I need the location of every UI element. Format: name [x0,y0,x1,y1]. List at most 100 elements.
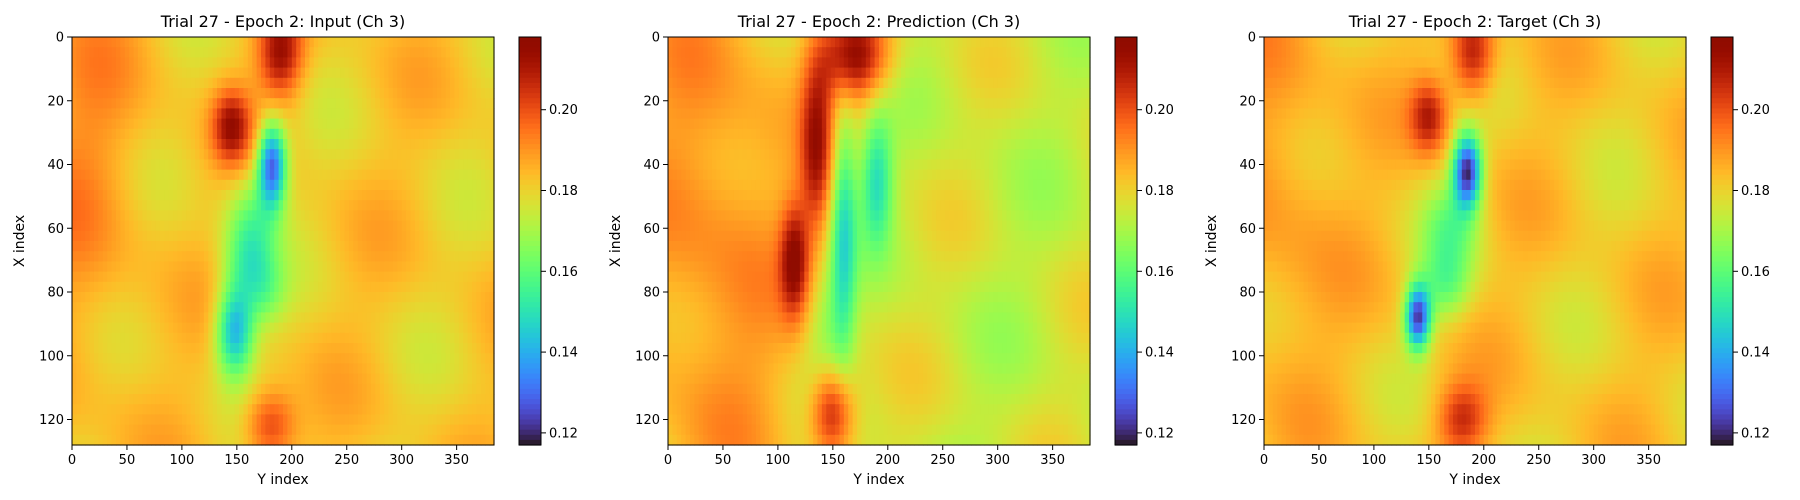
heatmap-cell [922,37,928,48]
heatmap-cell [142,47,148,58]
heatmap-cell [366,241,372,252]
heatmap-cell [265,77,271,89]
heatmap-cell [795,88,801,99]
heatmap-cell [707,139,713,150]
heatmap-cell [181,404,187,415]
heatmap-cell [971,47,977,58]
heatmap-cell [432,159,438,171]
heatmap-cell [441,363,447,375]
heatmap-cell [432,261,438,273]
heatmap-cell [129,128,135,140]
heatmap-cell [966,77,972,89]
heatmap-cell [225,210,231,222]
heatmap-cell [362,200,368,211]
heatmap-cell [164,220,170,232]
heatmap-cell [777,118,783,130]
heatmap-cell [168,424,174,436]
heatmap-cell [265,139,271,150]
heatmap-cell [80,57,86,69]
heatmap-cell [927,88,933,99]
heatmap-cell [1081,77,1087,89]
heatmap-cell [698,108,704,120]
heatmap-cell [366,57,372,69]
heatmap-cell [397,77,403,89]
heatmap-cell [454,57,460,69]
heatmap-cell [173,37,179,48]
heatmap-cell [463,404,469,415]
heatmap-cell [102,88,108,99]
heatmap-cell [283,179,288,191]
heatmap-cell [392,139,398,150]
heatmap-cell [129,251,135,262]
heatmap-cell [177,200,183,211]
heatmap-cell [472,424,478,436]
heatmap-cell [208,302,214,313]
heatmap-cell [195,271,201,283]
heatmap-cell [450,373,456,385]
heatmap-cell [304,332,310,344]
heatmap-cell [839,98,845,109]
heatmap-cell [428,77,434,89]
x-tick-label: 350 [444,453,469,468]
heatmap-cell [454,77,460,89]
heatmap-cell [212,434,218,446]
heatmap-cell [326,77,332,89]
heatmap-cell [107,302,113,313]
heatmap-cell [450,47,456,58]
heatmap-cell [304,67,310,79]
heatmap-cell [199,88,205,99]
heatmap-cell [230,98,236,109]
heatmap-cell [782,47,788,58]
heatmap-cell [318,363,324,375]
heatmap-cell [441,220,447,232]
heatmap-cell [208,179,214,191]
heatmap-cell [159,179,165,191]
heatmap-cell [225,98,231,109]
heatmap-cell [808,57,814,69]
heatmap-cell [107,281,113,293]
heatmap-cell [186,343,192,354]
heatmap-cell [441,434,447,446]
heatmap-cell [419,332,425,344]
heatmap-cell [137,210,143,222]
heatmap-cell [186,169,192,181]
heatmap-cell [133,159,139,171]
heatmap-cell [489,424,495,436]
heatmap-cell [348,414,354,426]
heatmap-cell [936,128,942,140]
heatmap-cell [370,424,376,436]
heatmap-cell [102,77,108,89]
heatmap-cell [357,169,363,181]
heatmap-cell [879,118,884,130]
heatmap-cell [230,332,236,344]
heatmap-cell [944,98,950,109]
heatmap-cell [423,210,429,222]
heatmap-cell [89,230,95,242]
heatmap-cell [362,88,368,99]
heatmap-cell [115,271,121,283]
heatmap-cell [155,251,161,262]
heatmap-cell [428,302,434,313]
heatmap-cell [300,67,306,79]
heatmap-cell [388,241,394,252]
heatmap-cell [212,230,218,242]
heatmap-cell [155,47,161,58]
heatmap-cell [353,302,359,313]
heatmap-cell [133,77,139,89]
heatmap-cell [375,190,381,201]
heatmap-cell [151,271,157,283]
heatmap-cell [689,47,695,58]
heatmap-cell [234,88,240,99]
heatmap-cell [720,128,726,140]
heatmap-cell [124,230,130,242]
heatmap-cell [335,353,341,364]
heatmap-cell [89,118,95,130]
heatmap-cell [309,383,315,395]
heatmap-cell [186,108,192,120]
heatmap-cell [357,434,363,446]
heatmap-cell [177,67,183,79]
heatmap-cell [887,139,893,150]
heatmap-cell [480,149,486,160]
heatmap-cell [949,98,955,109]
heatmap-cell [168,383,174,395]
